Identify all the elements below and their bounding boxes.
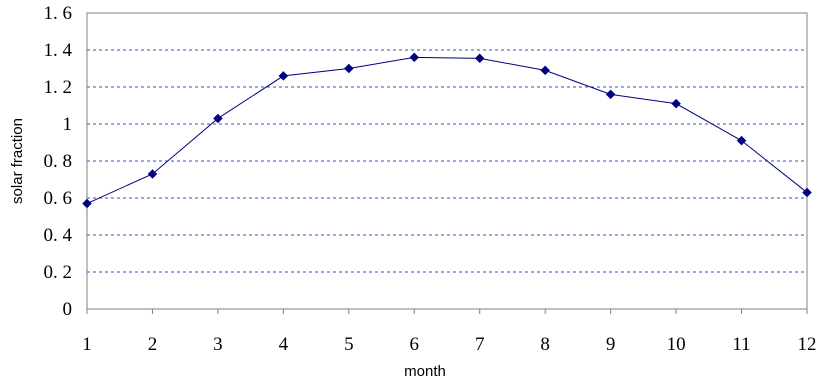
y-tick-label: 1. 4 <box>44 40 73 61</box>
y-tick-label: 1. 2 <box>44 77 73 98</box>
x-tick-label: 11 <box>732 334 750 355</box>
data-point-marker <box>736 135 747 146</box>
series-layer <box>82 52 812 209</box>
series-line <box>86 56 808 205</box>
x-tick-label: 5 <box>344 334 354 355</box>
y-axis-title: solar fraction <box>9 118 26 204</box>
y-axis-tick-labels: 0 0. 2 0. 4 0. 6 0. 8 1 1. 2 1. 4 1. 6 <box>44 3 73 320</box>
gridlines <box>87 49 807 273</box>
x-tick-label: 7 <box>475 334 485 355</box>
x-tick-label: 10 <box>667 334 686 355</box>
data-point-marker <box>147 169 158 179</box>
x-tick-label: 9 <box>606 334 616 355</box>
x-tick-label: 1 <box>82 334 92 355</box>
data-point-marker <box>409 52 420 63</box>
x-tick-label: 2 <box>148 334 158 355</box>
data-point-marker <box>343 63 354 74</box>
y-tick-label: 0. 4 <box>44 225 73 246</box>
data-point-marker <box>671 98 681 109</box>
data-point-marker <box>540 65 551 76</box>
y-tick-label: 1 <box>63 114 73 135</box>
x-axis-title: month <box>404 363 446 380</box>
data-point-marker <box>605 89 616 100</box>
x-tick-label: 8 <box>540 334 550 355</box>
y-tick-label: 0. 6 <box>44 188 73 209</box>
plot-area-frame <box>86 12 808 310</box>
data-point-marker <box>278 71 289 81</box>
data-point-marker <box>474 53 485 64</box>
y-tick-label: 0. 8 <box>44 151 73 172</box>
x-tick-label: 6 <box>410 334 420 355</box>
data-point-marker <box>802 187 812 198</box>
y-tick-label: 0. 2 <box>44 262 73 283</box>
data-point-marker <box>213 113 223 124</box>
y-tick-label: 1. 6 <box>44 3 73 24</box>
y-tick-label: 0 <box>63 299 73 320</box>
x-tick-label: 4 <box>279 334 289 355</box>
x-tick-label: 12 <box>798 334 817 355</box>
x-tick-label: 3 <box>213 334 223 355</box>
x-axis-tick-labels: 1 2 3 4 5 6 7 8 9 10 11 12 <box>82 309 817 355</box>
data-point-marker <box>82 198 92 209</box>
